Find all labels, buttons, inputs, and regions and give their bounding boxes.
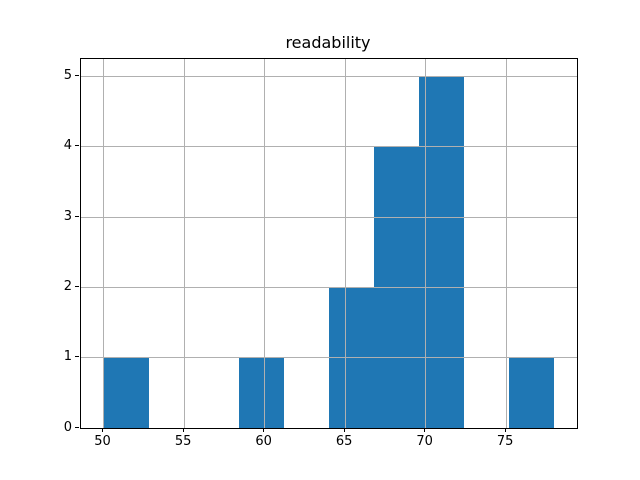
gridline-x-60 [264,59,266,428]
gridline-y-2 [81,286,577,288]
x-tick-mark-50 [102,428,103,432]
histogram-bar-bin-3 [238,357,284,428]
gridline-x-55 [183,59,185,428]
x-tick-label-75: 75 [496,434,514,449]
histogram-bar-bin-0 [103,357,149,428]
gridline-y-5 [81,76,577,78]
gridline-y-3 [81,216,577,218]
y-tick-label-1: 1 [63,349,72,365]
gridline-x-50 [103,59,104,428]
gridline-y-4 [81,146,577,148]
gridline-x-65 [344,59,346,428]
y-tick-mark-1 [75,356,79,358]
x-tick-mark-70 [424,428,426,432]
y-tick-mark-4 [75,145,79,147]
histogram-bar-bin-7 [419,76,465,428]
plot-area [80,58,578,429]
y-tick-mark-5 [75,75,79,77]
y-tick-label-5: 5 [63,68,72,84]
x-tick-label-60: 60 [255,434,272,449]
y-tick-label-3: 3 [63,208,72,224]
y-tick-mark-3 [75,215,79,217]
x-tick-label-50: 50 [94,434,111,449]
y-tick-label-4: 4 [63,138,72,154]
chart-title: readability [285,33,371,52]
x-tick-label-70: 70 [416,434,433,449]
x-tick-mark-60 [263,428,265,432]
x-tick-label-55: 55 [174,434,192,449]
x-tick-mark-75 [504,428,506,432]
y-tick-label-2: 2 [63,278,72,294]
y-tick-mark-0 [75,426,79,428]
gridline-x-70 [425,59,427,428]
y-tick-label-0: 0 [63,419,72,435]
gridline-y-1 [81,357,577,359]
x-tick-mark-55 [182,428,184,432]
x-tick-label-65: 65 [335,434,353,449]
gridline-x-75 [505,59,507,428]
histogram-bar-bin-9 [509,357,555,428]
x-tick-mark-65 [343,428,345,432]
y-tick-mark-2 [75,285,79,287]
